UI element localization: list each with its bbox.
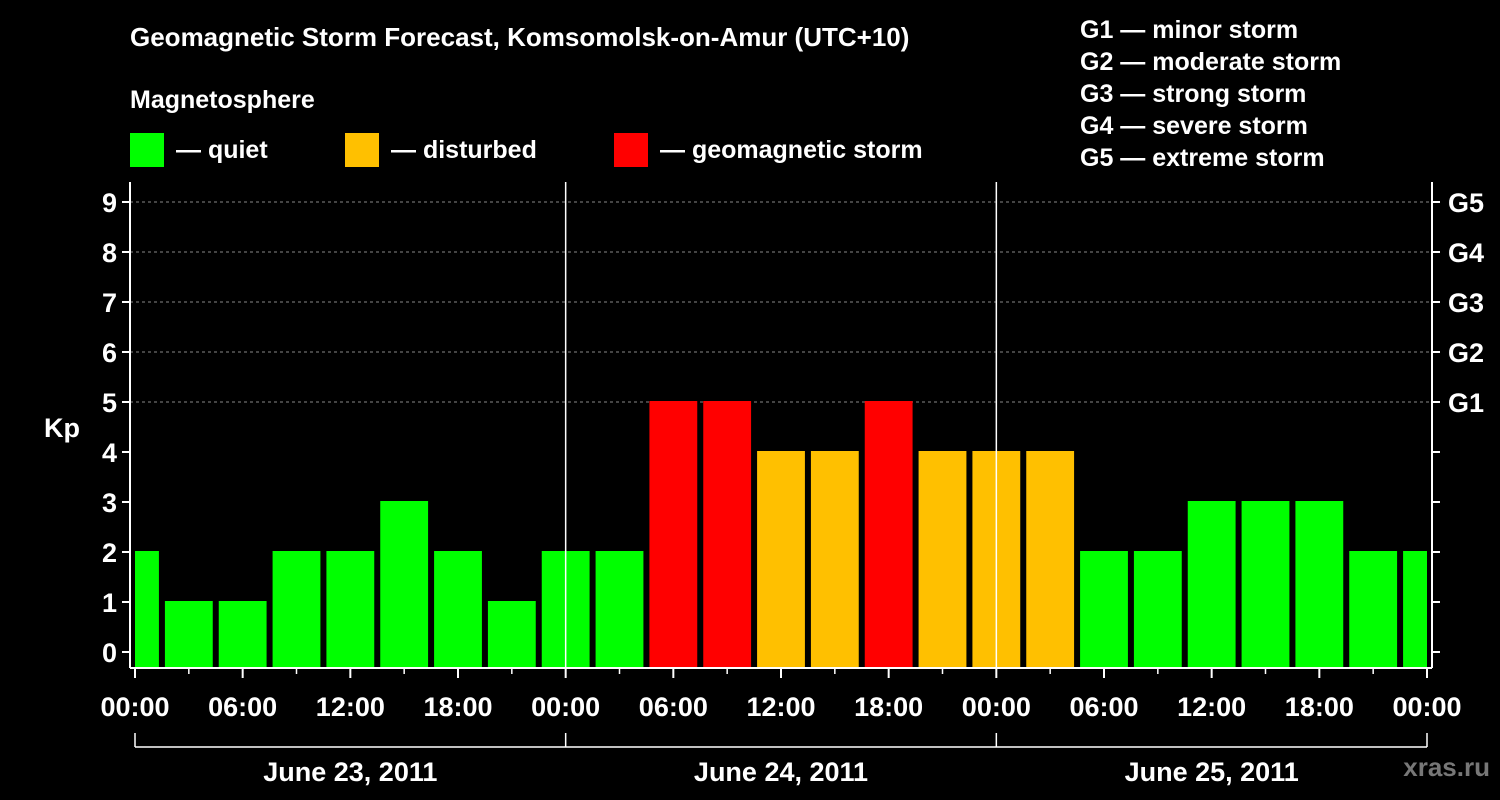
kp-bar bbox=[595, 551, 644, 668]
y-axis-label: Kp bbox=[44, 413, 80, 443]
kp-bar bbox=[1295, 501, 1344, 668]
day-label: June 23, 2011 bbox=[263, 757, 437, 787]
y-tick-label: 5 bbox=[102, 388, 117, 418]
x-tick-label: 06:00 bbox=[639, 692, 708, 722]
y-tick-label: 6 bbox=[102, 338, 117, 368]
kp-bar bbox=[326, 551, 375, 668]
y-tick-label: 7 bbox=[102, 288, 117, 318]
legend-swatch-disturbed bbox=[345, 133, 379, 167]
x-tick-label: 00:00 bbox=[962, 692, 1031, 722]
day-label: June 24, 2011 bbox=[694, 757, 868, 787]
storm-scale-g3: G3 — strong storm bbox=[1080, 80, 1307, 108]
kp-bar bbox=[1133, 551, 1182, 668]
legend-item-disturbed: — disturbed bbox=[345, 133, 537, 167]
g-scale-label: G5 bbox=[1448, 188, 1484, 218]
chart-title: Geomagnetic Storm Forecast, Komsomolsk-o… bbox=[130, 22, 910, 52]
y-tick-label: 0 bbox=[102, 638, 117, 668]
storm-scale-legend: G1 — minor storm G2 — moderate storm G3 … bbox=[1080, 14, 1341, 174]
x-tick-label: 12:00 bbox=[1177, 692, 1246, 722]
legend-swatch-storm bbox=[614, 133, 648, 167]
kp-bar bbox=[135, 551, 159, 668]
legend-label-disturbed: — disturbed bbox=[391, 135, 537, 164]
x-tick-label: 12:00 bbox=[746, 692, 815, 722]
axes-layer: 0 1 2 3 4 5 6 7 8 9 G1 G2 G3 G4 G5 00:00 06:00 12:00 18:00… bbox=[100, 182, 1484, 787]
g-scale-label: G3 bbox=[1448, 288, 1484, 318]
kp-bar bbox=[703, 401, 752, 668]
storm-scale-g4: G4 — severe storm bbox=[1080, 112, 1308, 140]
kp-bar bbox=[918, 451, 967, 668]
x-tick-label: 06:00 bbox=[1069, 692, 1138, 722]
x-tick-label: 12:00 bbox=[316, 692, 385, 722]
grid-layer bbox=[130, 201, 1432, 403]
legend-label-quiet: — quiet bbox=[176, 135, 268, 164]
kp-bar bbox=[1187, 501, 1236, 668]
kp-bar bbox=[649, 401, 698, 668]
legend-heading: Magnetosphere bbox=[130, 86, 315, 114]
kp-bar bbox=[434, 551, 482, 668]
x-tick-label: 18:00 bbox=[854, 692, 923, 722]
day-label: June 25, 2011 bbox=[1125, 757, 1299, 787]
kp-bar bbox=[1026, 451, 1075, 668]
g-scale-label: G1 bbox=[1448, 388, 1484, 418]
legend-item-storm: — geomagnetic storm bbox=[614, 133, 923, 167]
kp-bar bbox=[1403, 551, 1427, 668]
kp-bar bbox=[757, 451, 805, 668]
x-tick-label: 18:00 bbox=[1285, 692, 1354, 722]
legend-label-storm: — geomagnetic storm bbox=[660, 135, 923, 164]
y-tick-label: 4 bbox=[102, 438, 117, 468]
storm-scale-g5: G5 — extreme storm bbox=[1080, 144, 1325, 172]
kp-bar bbox=[1080, 551, 1128, 668]
kp-bar bbox=[164, 601, 213, 668]
y-tick-label: 3 bbox=[102, 488, 117, 518]
y-tick-label: 2 bbox=[102, 538, 117, 568]
x-tick-label: 18:00 bbox=[423, 692, 492, 722]
legend-swatch-quiet bbox=[130, 133, 164, 167]
kp-bar bbox=[272, 551, 321, 668]
storm-scale-g1: G1 — minor storm bbox=[1080, 16, 1299, 44]
x-tick-label: 00:00 bbox=[1392, 692, 1461, 722]
g-scale-label: G2 bbox=[1448, 338, 1484, 368]
x-tick-label: 00:00 bbox=[531, 692, 600, 722]
kp-bar bbox=[218, 601, 267, 668]
y-tick-label: 9 bbox=[102, 188, 117, 218]
watermark: xras.ru bbox=[1403, 752, 1490, 782]
kp-bar bbox=[810, 451, 859, 668]
storm-scale-g2: G2 — moderate storm bbox=[1080, 48, 1342, 76]
kp-bar bbox=[1241, 501, 1290, 668]
y-tick-label: 1 bbox=[102, 588, 117, 618]
kp-bar bbox=[380, 501, 429, 668]
kp-bar bbox=[1349, 551, 1398, 668]
x-tick-label: 06:00 bbox=[208, 692, 277, 722]
x-tick-label: 00:00 bbox=[100, 692, 169, 722]
kp-bar bbox=[487, 601, 536, 668]
g-scale-label: G4 bbox=[1448, 238, 1484, 268]
legend-item-quiet: — quiet bbox=[130, 133, 268, 167]
kp-bar bbox=[864, 401, 913, 668]
y-tick-label: 8 bbox=[102, 238, 117, 268]
bars-layer bbox=[135, 401, 1427, 668]
